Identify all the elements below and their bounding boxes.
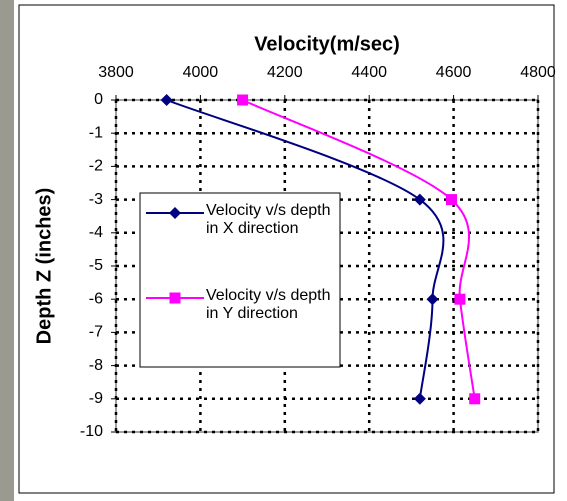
y-tick-label: -9 [89,390,103,407]
marker [413,193,426,206]
x-tick-label: 4200 [267,64,303,81]
y-tick-label: -6 [89,290,103,307]
y-tick-label: -4 [89,224,103,241]
y-tick-label: -2 [89,158,103,175]
marker [426,293,439,306]
series-line [242,99,476,399]
marker [454,293,466,305]
marker [469,393,481,405]
marker [169,207,181,219]
legend-entry: Velocity v/s depth in Y direction [206,287,331,322]
x-tick-label: 3800 [98,64,134,81]
legend-box [139,192,341,368]
legend-label: Velocity v/s depth in Y direction [206,287,331,322]
y-tick-label: -7 [89,324,103,341]
legend: Velocity v/s depth in X direction Velocit… [139,192,341,368]
x-tick-label: 4600 [436,64,472,81]
y-tick-label: -1 [89,124,103,141]
background-edge [0,0,14,501]
legend-label: Velocity v/s depth in X direction [206,202,331,237]
y-axis-title: Depth Z (inches) [33,188,55,345]
x-tick-label: 4400 [351,64,387,81]
y-tick-label: -8 [89,357,103,374]
marker [237,94,249,106]
y-tick-label: -10 [80,423,103,440]
y-tick-label: 0 [94,91,103,108]
marker [169,292,181,304]
x-tick-label: 4000 [183,64,219,81]
x-axis-title: Velocity(m/sec) [254,33,400,55]
y-tick-label: -3 [89,191,103,208]
series-line [166,99,445,399]
marker [445,194,457,206]
marker [413,392,426,405]
chart-frame [18,4,555,494]
y-tick-label: -5 [89,257,103,274]
legend-entry: Velocity v/s depth in X direction [206,202,331,237]
marker [160,94,173,106]
x-tick-label: 4800 [520,64,556,81]
